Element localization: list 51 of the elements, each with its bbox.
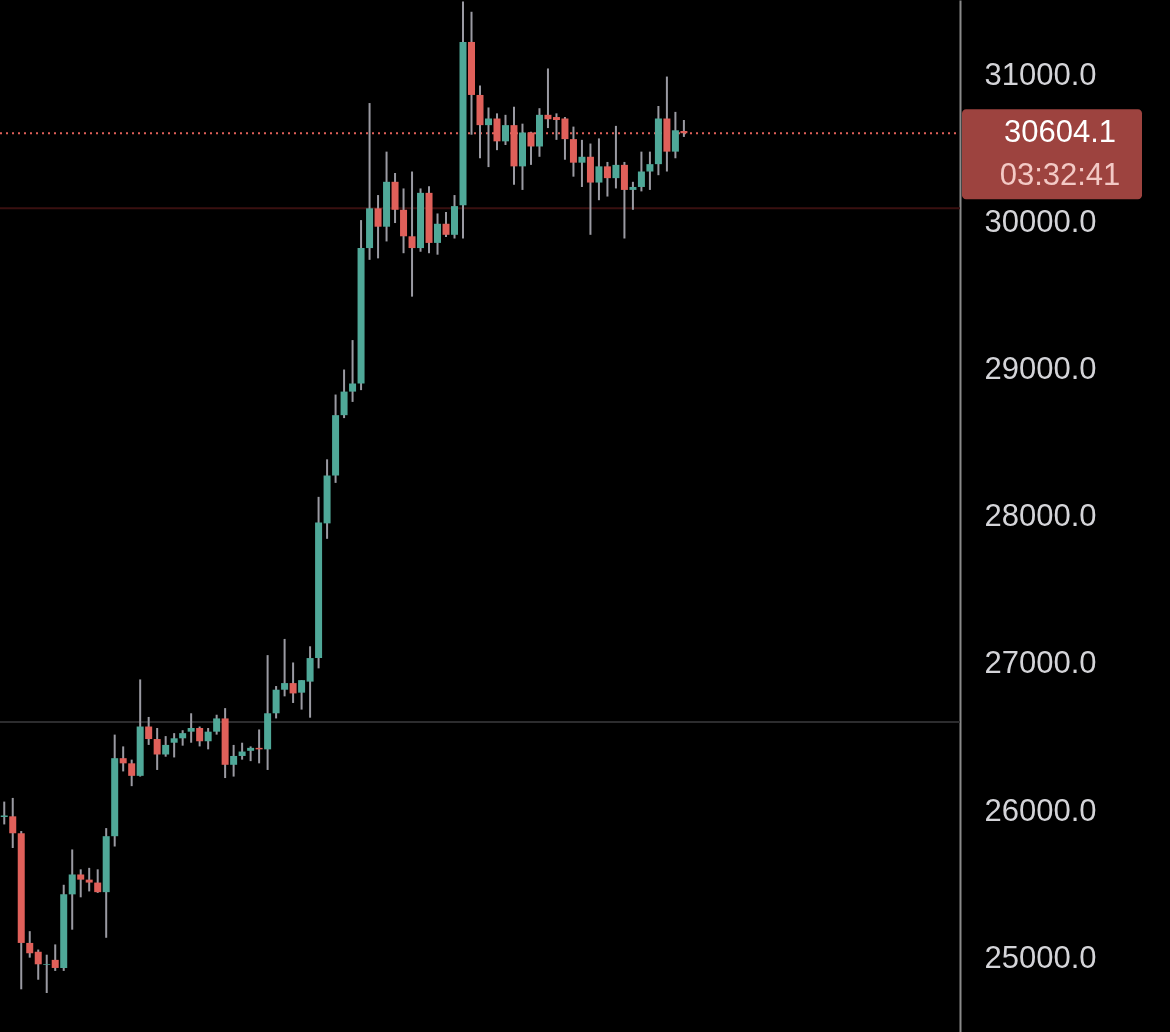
candlestick	[153, 726, 161, 771]
candlestick	[34, 948, 42, 981]
candlestick	[281, 637, 289, 698]
candlestick	[196, 725, 204, 748]
candlestick	[612, 124, 620, 190]
y-tick-label: 28000.0	[984, 498, 1097, 534]
candlestick	[306, 645, 314, 719]
candlestick	[544, 67, 552, 130]
candlestick	[272, 685, 280, 720]
candlestick	[637, 150, 645, 193]
candlestick	[77, 868, 85, 899]
candlestick	[204, 726, 212, 751]
y-tick-label: 31000.0	[984, 56, 1097, 92]
candlestick	[349, 339, 357, 403]
candlestick	[187, 712, 195, 744]
text: 03:32:41	[999, 157, 1121, 193]
candlestick	[230, 743, 238, 778]
ref-line-label: 30604.1	[1003, 114, 1117, 150]
candlestick	[51, 943, 59, 972]
candlestick	[94, 868, 102, 894]
y-tick-label: 26000.0	[984, 792, 1097, 828]
candlestick	[213, 713, 221, 736]
candlestick	[340, 368, 348, 420]
candlestick	[68, 848, 76, 931]
y-tick-label: 29000.0	[984, 351, 1097, 387]
candlestick	[501, 113, 509, 147]
candlestick	[629, 180, 637, 211]
candlestick	[85, 866, 93, 893]
candlestick	[595, 137, 603, 202]
candlestick	[43, 953, 51, 994]
candlestick	[145, 715, 153, 746]
candlestick	[646, 150, 654, 191]
candlestick	[128, 758, 136, 788]
candlestick	[578, 138, 586, 188]
y-tick-label: 27000.0	[984, 645, 1097, 681]
candlestick	[442, 210, 450, 239]
candlestick	[298, 679, 306, 711]
candlestick	[289, 661, 297, 704]
candlestick	[434, 212, 442, 256]
candlestick	[374, 194, 382, 260]
y-tick-label: 30000.0	[984, 203, 1097, 239]
candlestick	[603, 160, 611, 198]
candlestick	[671, 110, 679, 160]
candlestick	[170, 732, 178, 759]
candlestick	[485, 106, 492, 169]
candlestick	[162, 735, 170, 758]
candlestick	[408, 170, 416, 298]
candlestick	[119, 745, 127, 773]
candlestick	[9, 796, 17, 849]
candlestick	[26, 930, 34, 959]
y-tick-label: 25000.0	[984, 939, 1097, 975]
